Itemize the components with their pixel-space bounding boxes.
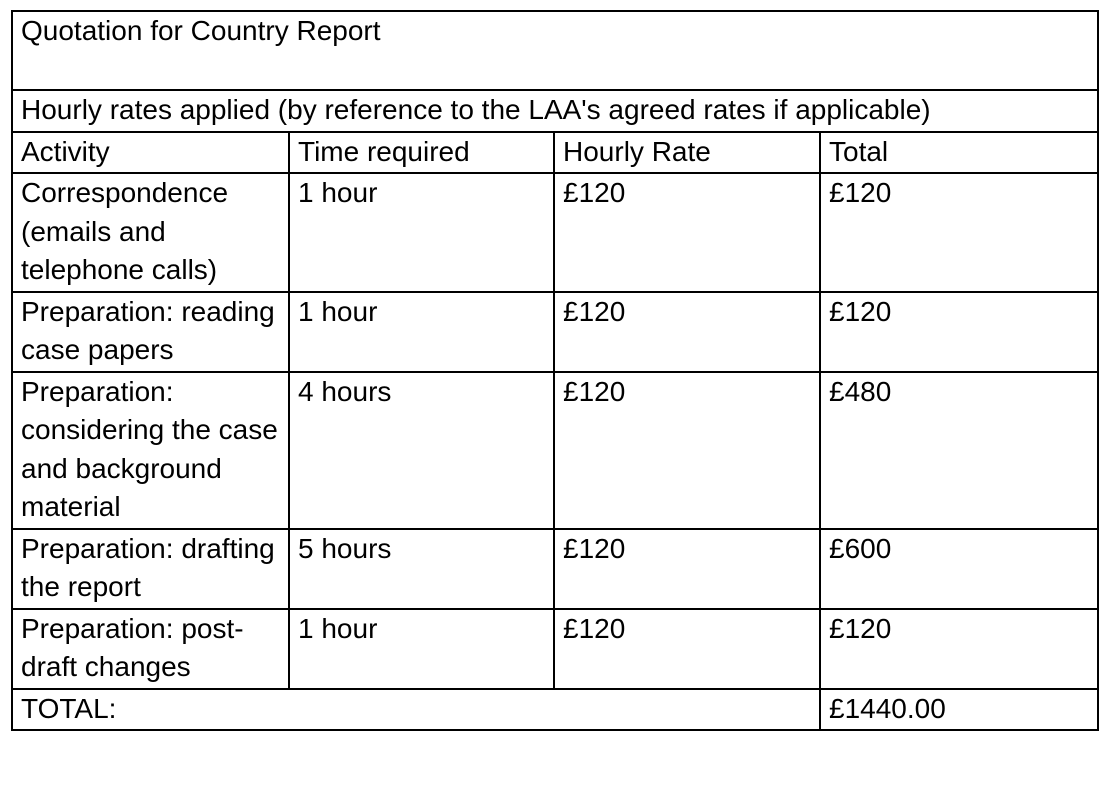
total-cell: £600 bbox=[818, 527, 1100, 610]
quotation-table: Quotation for Country Report Hourly rate… bbox=[10, 10, 1100, 731]
activity-cell: Preparation: considering the case and ba… bbox=[11, 370, 290, 530]
table-title: Quotation for Country Report bbox=[10, 10, 1100, 91]
table-row: Preparation: post-draft changes 1 hour £… bbox=[11, 607, 1100, 690]
total-cell: £120 bbox=[818, 607, 1100, 690]
table-subtitle: Hourly rates applied (by reference to th… bbox=[10, 89, 1100, 133]
activity-cell: Preparation: post-draft changes bbox=[11, 607, 290, 690]
activity-cell: Preparation: drafting the report bbox=[11, 527, 290, 610]
total-value: £1440.00 bbox=[818, 687, 1100, 731]
table-header-row: Activity Time required Hourly Rate Total bbox=[11, 130, 1100, 174]
column-header-activity: Activity bbox=[11, 130, 290, 174]
total-label: TOTAL: bbox=[11, 687, 821, 731]
rate-cell: £120 bbox=[553, 527, 821, 610]
table-title-row: Quotation for Country Report bbox=[10, 10, 1100, 91]
time-cell: 5 hours bbox=[288, 527, 555, 610]
column-header-hourly-rate: Hourly Rate bbox=[553, 130, 821, 174]
table-row: Preparation: reading case papers 1 hour … bbox=[11, 290, 1100, 373]
total-cell: £120 bbox=[818, 290, 1100, 373]
column-header-total: Total bbox=[818, 130, 1100, 174]
activity-cell: Preparation: reading case papers bbox=[11, 290, 290, 373]
rate-cell: £120 bbox=[553, 172, 821, 293]
table-row: Preparation: drafting the report 5 hours… bbox=[11, 527, 1100, 610]
time-cell: 1 hour bbox=[288, 290, 555, 373]
total-cell: £120 bbox=[818, 172, 1100, 293]
rate-cell: £120 bbox=[553, 370, 821, 530]
column-header-time-required: Time required bbox=[288, 130, 555, 174]
time-cell: 1 hour bbox=[288, 607, 555, 690]
table-row: Preparation: considering the case and ba… bbox=[11, 370, 1100, 530]
total-cell: £480 bbox=[818, 370, 1100, 530]
rate-cell: £120 bbox=[553, 607, 821, 690]
table-row: Correspondence (emails and telephone cal… bbox=[11, 172, 1100, 293]
activity-cell: Correspondence (emails and telephone cal… bbox=[11, 172, 290, 293]
table-subtitle-row: Hourly rates applied (by reference to th… bbox=[10, 89, 1100, 133]
table-total-row: TOTAL: £1440.00 bbox=[11, 687, 1100, 731]
rate-cell: £120 bbox=[553, 290, 821, 373]
time-cell: 4 hours bbox=[288, 370, 555, 530]
time-cell: 1 hour bbox=[288, 172, 555, 293]
